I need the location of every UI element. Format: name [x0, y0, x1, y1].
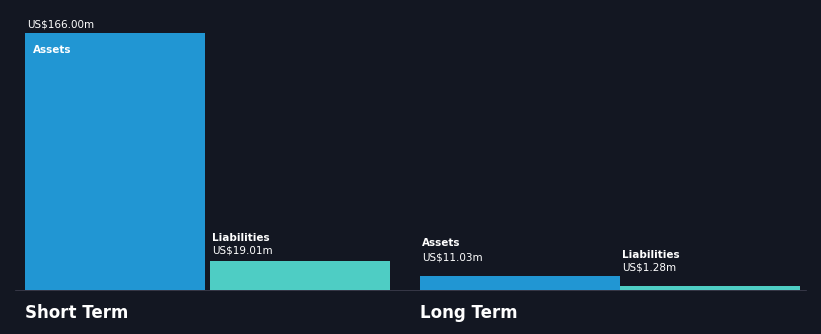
Bar: [25, 33, 205, 290]
Bar: [420, 276, 620, 290]
Bar: [210, 261, 390, 290]
Text: Short Term: Short Term: [25, 304, 128, 322]
Text: US$19.01m: US$19.01m: [212, 245, 273, 256]
Bar: [620, 286, 800, 290]
Text: Assets: Assets: [422, 238, 461, 248]
Text: Assets: Assets: [33, 45, 71, 55]
Text: US$11.03m: US$11.03m: [422, 252, 483, 262]
Text: Long Term: Long Term: [420, 304, 517, 322]
Text: Liabilities: Liabilities: [212, 232, 269, 242]
Text: US$1.28m: US$1.28m: [622, 262, 677, 272]
Text: US$166.00m: US$166.00m: [27, 19, 94, 29]
Text: Liabilities: Liabilities: [622, 250, 680, 260]
